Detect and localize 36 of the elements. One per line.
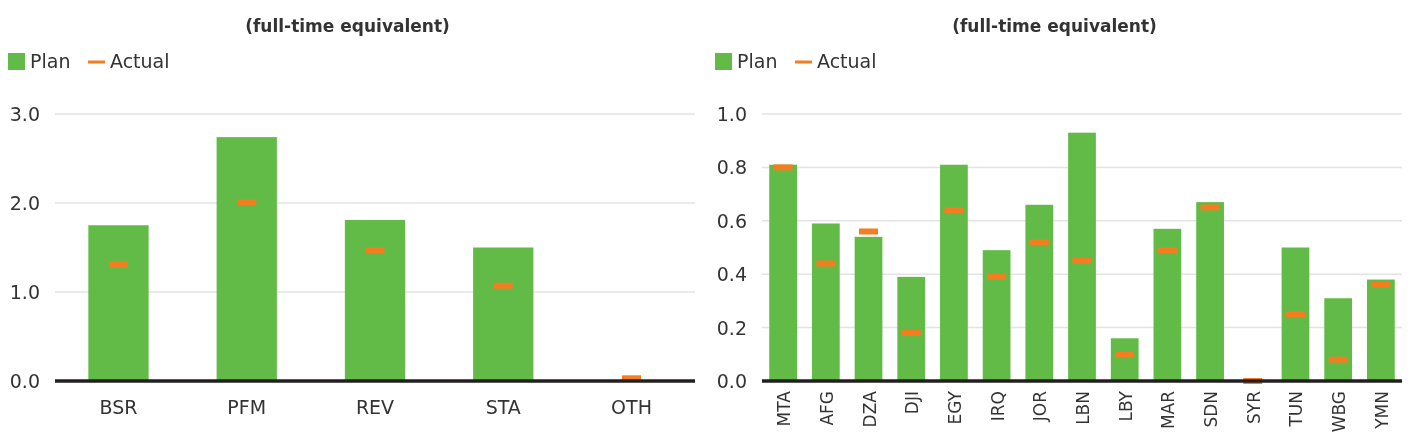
- x-tick-label: BSR: [99, 396, 138, 418]
- y-tick-label: 1.0: [9, 281, 40, 303]
- x-tick-label: STA: [485, 396, 521, 418]
- chart-title: (full-time equivalent): [245, 16, 450, 36]
- x-tick-label: MAR: [1158, 390, 1179, 430]
- x-tick-label: MTA: [774, 390, 795, 427]
- x-tick-label: OTH: [611, 396, 652, 418]
- y-tick-label: 0.0: [716, 370, 747, 392]
- x-tick-label: DZA: [859, 390, 880, 428]
- x-tick-label: EGY: [944, 390, 965, 425]
- y-tick-label: 0.0: [9, 370, 40, 392]
- legend-label: Plan: [737, 50, 778, 72]
- chart-title: (full-time equivalent): [952, 16, 1157, 36]
- x-tick-label: REV: [355, 396, 395, 418]
- x-tick-label: WBG: [1329, 391, 1350, 433]
- y-tick-label: 3.0: [9, 103, 40, 125]
- y-tick-label: 0.2: [716, 316, 747, 339]
- x-tick-label: IRQ: [987, 391, 1008, 422]
- x-tick-label: AFG: [816, 391, 837, 426]
- x-tick-label: YMN: [1371, 391, 1392, 430]
- x-tick-label: JOR: [1030, 390, 1051, 423]
- x-tick-label: PFM: [227, 396, 267, 418]
- x-tick-label: LBN: [1073, 391, 1093, 425]
- x-tick-label: SYR: [1243, 390, 1264, 424]
- y-tick-label: 0.4: [716, 263, 747, 286]
- y-tick-label: 1.0: [716, 103, 747, 125]
- x-tick-label: SDN: [1201, 391, 1222, 428]
- legend-label: Actual: [110, 50, 170, 72]
- y-tick-label: 2.0: [9, 192, 40, 214]
- x-tick-label: TUN: [1286, 391, 1307, 428]
- legend-label: Actual: [817, 50, 877, 72]
- y-tick-label: 0.6: [716, 209, 747, 232]
- x-tick-label: DJI: [902, 391, 923, 415]
- y-tick-label: 0.8: [716, 156, 747, 179]
- legend-label: Plan: [30, 50, 71, 72]
- x-tick-label: LBY: [1115, 390, 1136, 422]
